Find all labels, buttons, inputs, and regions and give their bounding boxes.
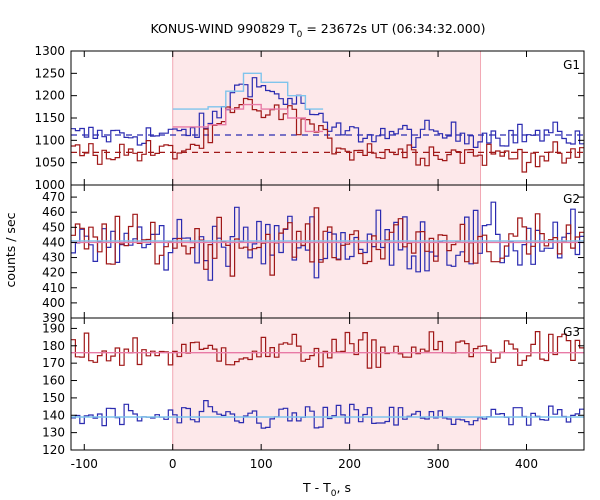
- panel-tag-g3: G3: [563, 325, 580, 339]
- y-tick-label: 160: [42, 374, 65, 388]
- x-axis-label: T - T0, s: [302, 480, 351, 499]
- y-tick-label: 440: [42, 235, 65, 249]
- panel-data: [71, 331, 584, 429]
- panel-tag-g2: G2: [563, 192, 580, 206]
- counts-series-blue: [71, 400, 584, 429]
- x-tick-label: 200: [338, 457, 361, 471]
- y-tick-label: 420: [42, 266, 65, 280]
- y-tick-label: 430: [42, 251, 65, 265]
- y-tick-label: 450: [42, 220, 65, 234]
- panels-layer: 1000105011001150120012501300G13904004104…: [34, 44, 585, 471]
- chart-title: KONUS-WIND 990829 T0 = 23672s UT (06:34:…: [150, 21, 485, 40]
- y-tick-label: 170: [42, 356, 65, 370]
- shaded-interval: [172, 318, 481, 450]
- x-tick-label: 300: [427, 457, 450, 471]
- counts-series-red: [71, 97, 584, 173]
- y-tick-label: 190: [42, 321, 65, 335]
- y-tick-label: 1100: [34, 133, 65, 147]
- y-tick-label: 120: [42, 443, 65, 457]
- panel-data: [71, 72, 584, 173]
- fit-step-light_blue: [172, 72, 324, 110]
- y-tick-label: 150: [42, 391, 65, 405]
- counts-series-red: [71, 207, 584, 277]
- x-tick-label: 100: [250, 457, 273, 471]
- panel-g1: 1000 1050 1100 1150 1200 1250 1300 G1: [34, 44, 585, 192]
- y-tick-label: 130: [42, 426, 65, 440]
- counts-series-red: [71, 331, 584, 369]
- y-tick-label: 140: [42, 408, 65, 422]
- x-tick-label: -100: [71, 457, 98, 471]
- y-tick-label: 1050: [34, 156, 65, 170]
- y-tick-label: 410: [42, 281, 65, 295]
- y-tick-label: 390: [42, 311, 65, 325]
- y-tick-label: 400: [42, 296, 65, 310]
- panel-tag-g1: G1: [563, 58, 580, 72]
- y-axis-label: counts / sec: [3, 212, 18, 287]
- counts-series-blue: [71, 201, 584, 281]
- shaded-interval: [172, 185, 481, 318]
- panel-data: [71, 201, 584, 281]
- panel-frame: [70, 317, 585, 451]
- y-tick-label: 1250: [34, 66, 65, 80]
- panel-g3: 120 130 140 150 160 170 180 190 G3: [42, 317, 585, 457]
- x-tick-label: 400: [515, 457, 538, 471]
- y-tick-label: 1300: [34, 44, 65, 58]
- y-tick-label: 470: [42, 190, 65, 204]
- y-tick-label: 1200: [34, 89, 65, 103]
- y-tick-label: 1150: [34, 111, 65, 125]
- x-tick-label: 0: [169, 457, 177, 471]
- y-tick-label: 180: [42, 339, 65, 353]
- y-tick-label: 460: [42, 205, 65, 219]
- fit-step-pink: [172, 103, 324, 133]
- y-tick-label: 1000: [34, 178, 65, 192]
